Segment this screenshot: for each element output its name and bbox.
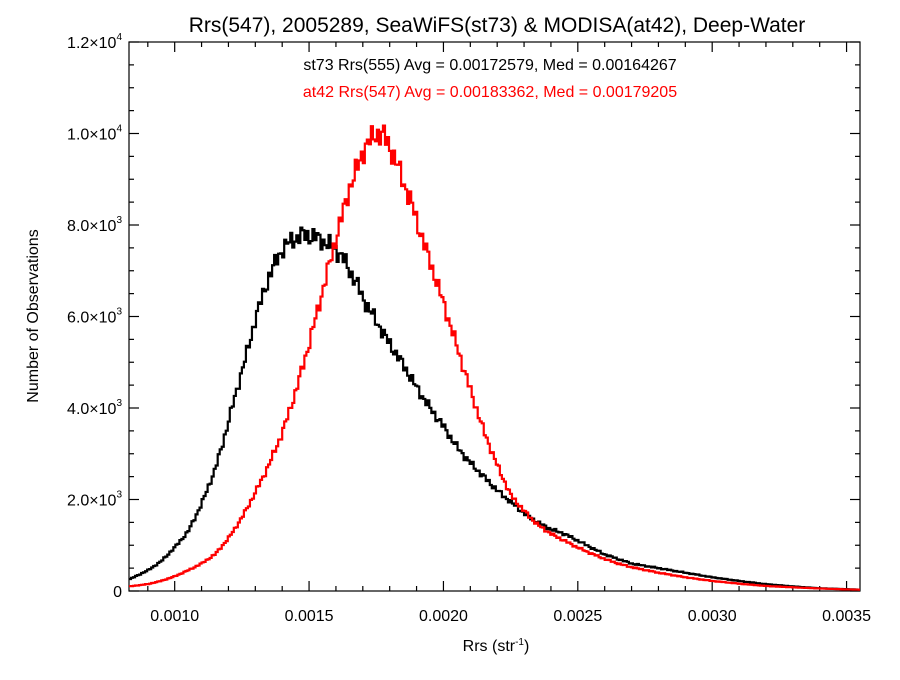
x-tick-label-0: 0.0010 bbox=[150, 608, 199, 625]
y-tick-label-4: 8.0×103 bbox=[67, 215, 122, 235]
x-tick-label-4: 0.0030 bbox=[688, 608, 737, 625]
y-tick-label-6: 1.2×104 bbox=[67, 32, 122, 52]
y-tick-label-0: 0 bbox=[113, 584, 122, 601]
legend-st73: st73 Rrs(555) Avg = 0.00172579, Med = 0.… bbox=[303, 57, 676, 74]
y-tick-label-3: 6.0×103 bbox=[67, 307, 122, 327]
y-tick-label-1: 2.0×103 bbox=[67, 490, 122, 510]
x-axis: 0.0010 0.0015 0.0020 0.0025 0.0030 0.0035 bbox=[147, 42, 871, 625]
legend-at42: at42 Rrs(547) Avg = 0.00183362, Med = 0.… bbox=[303, 84, 677, 101]
series-st73-line bbox=[129, 226, 860, 591]
plot-frame bbox=[128, 41, 861, 592]
y-tick-label-2: 4.0×103 bbox=[67, 398, 122, 418]
chart-title: Rrs(547), 2005289, SeaWiFS(st73) & MODIS… bbox=[189, 14, 806, 37]
series-layer bbox=[129, 124, 860, 591]
y-tick-label-5: 1.0×104 bbox=[67, 124, 122, 144]
x-axis-label: Rrs (str-1) bbox=[463, 637, 530, 655]
x-tick-label-1: 0.0015 bbox=[285, 608, 334, 625]
x-tick-label-3: 0.0025 bbox=[553, 608, 602, 625]
x-tick-label-5: 0.0035 bbox=[822, 608, 871, 625]
series-at42-line bbox=[129, 124, 860, 591]
y-axis-label: Number of Observations bbox=[25, 229, 42, 402]
y-axis: 0 2.0×103 4.0×103 6.0×103 8.0×103 1.0×104 1.2×… bbox=[67, 32, 860, 601]
x-tick-label-2: 0.0020 bbox=[419, 608, 468, 625]
